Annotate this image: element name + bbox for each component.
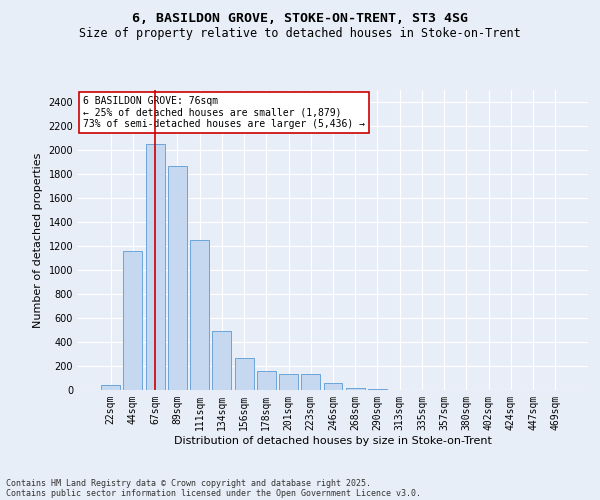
Text: Contains public sector information licensed under the Open Government Licence v3: Contains public sector information licen… [6, 488, 421, 498]
Bar [346, 388, 365, 390]
Text: 6, BASILDON GROVE, STOKE-ON-TRENT, ST3 4SG: 6, BASILDON GROVE, STOKE-ON-TRENT, ST3 4… [132, 12, 468, 26]
Bar [257, 371, 276, 390]
Text: Contains HM Land Registry data © Crown copyright and database right 2025.: Contains HM Land Registry data © Crown c… [6, 478, 371, 488]
Bar [212, 331, 231, 390]
X-axis label: Distribution of detached houses by size in Stoke-on-Trent: Distribution of detached houses by size … [174, 436, 492, 446]
Bar [301, 374, 320, 390]
Text: Size of property relative to detached houses in Stoke-on-Trent: Size of property relative to detached ho… [79, 28, 521, 40]
Bar [168, 166, 187, 390]
Bar [368, 389, 387, 390]
Bar [101, 385, 120, 390]
Bar [124, 251, 142, 390]
Y-axis label: Number of detached properties: Number of detached properties [33, 152, 43, 328]
Bar [146, 144, 164, 390]
Bar [235, 358, 254, 390]
Text: 6 BASILDON GROVE: 76sqm
← 25% of detached houses are smaller (1,879)
73% of semi: 6 BASILDON GROVE: 76sqm ← 25% of detache… [83, 96, 365, 129]
Bar [323, 384, 343, 390]
Bar [279, 374, 298, 390]
Bar [190, 240, 209, 390]
